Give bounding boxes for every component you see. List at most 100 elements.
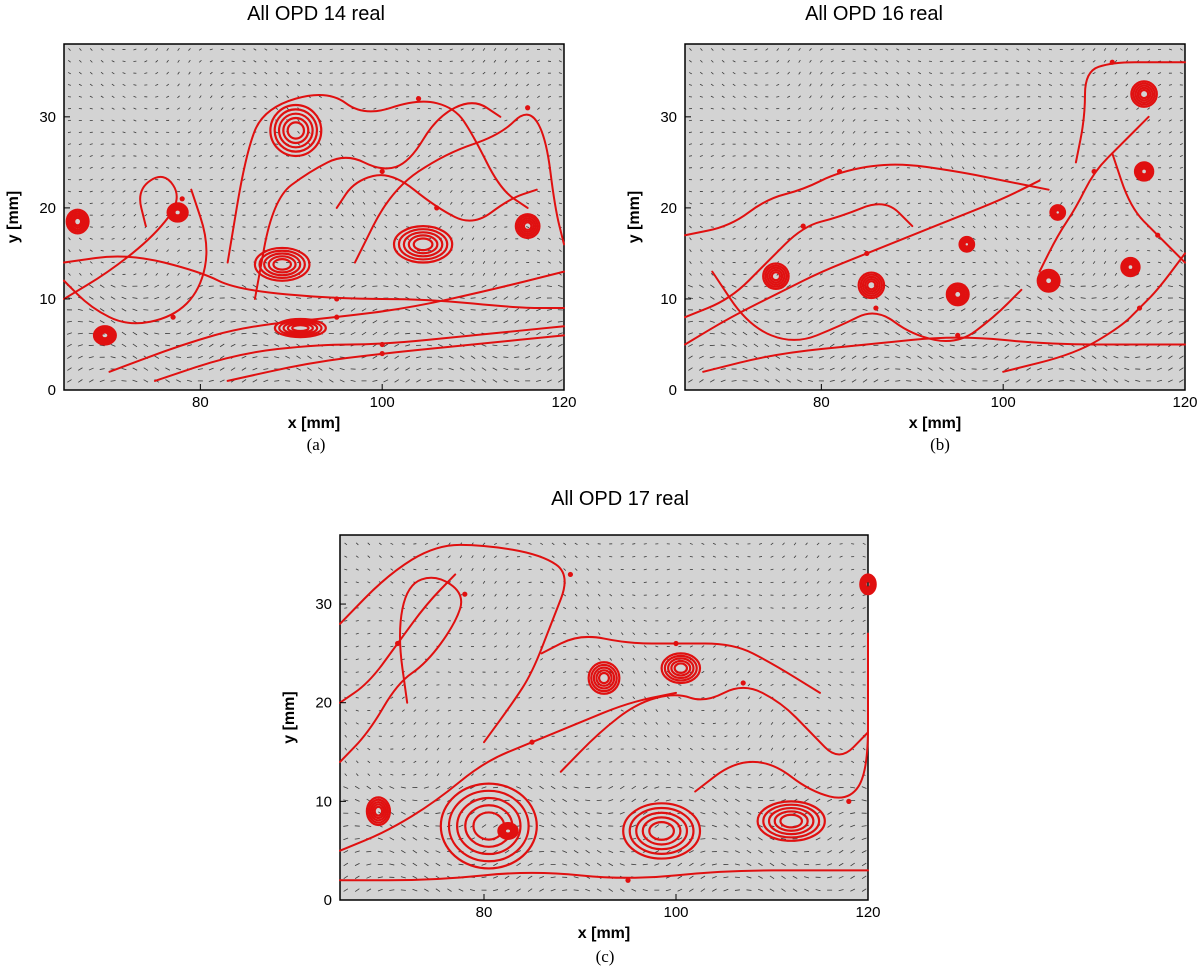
panel-b-streamline-0 xyxy=(684,163,1050,237)
panel-a-vector-384 xyxy=(241,284,247,288)
panel-a-vector-1112 xyxy=(155,96,159,98)
panel-b-vector-26 xyxy=(971,379,977,382)
panel-b-vector-1042 xyxy=(1016,119,1020,122)
panel-c-vector-780 xyxy=(851,684,855,686)
panel-b-vector-7 xyxy=(764,379,770,383)
panel-b-vector-806 xyxy=(951,178,954,182)
panel-c-y-tick-label-10: 10 xyxy=(315,793,332,810)
panel-b-vector-17 xyxy=(873,379,879,383)
panel-c-vector-986 xyxy=(574,619,578,623)
panel-b-vector-608 xyxy=(797,226,802,228)
panel-c-vector-853 xyxy=(632,657,635,661)
panel-a-vector-245 xyxy=(230,320,236,323)
panel-c-vortex-0-ring-3 xyxy=(371,803,386,820)
panel-c-vector-719 xyxy=(678,696,682,699)
panel-b-vector-1103 xyxy=(1179,107,1183,110)
panel-a-vector-410 xyxy=(525,285,531,288)
panel-c-vector-52 xyxy=(412,875,418,879)
panel-a-vector-649 xyxy=(122,213,126,217)
panel-b-vector-1134 xyxy=(1016,96,1020,98)
panel-b-vector-299 xyxy=(938,309,944,311)
panel-a-vector-6 xyxy=(132,379,138,383)
panel-b-vector-475 xyxy=(852,261,856,264)
panel-a-vector-85 xyxy=(492,367,498,371)
panel-b-vector-1326 xyxy=(1103,48,1107,51)
panel-b-vector-1035 xyxy=(940,119,943,122)
panel-b-vector-202 xyxy=(884,332,890,335)
panel-c-vector-606 xyxy=(436,722,440,725)
panel-b-vector-1125 xyxy=(918,95,921,99)
panel-c-vector-91 xyxy=(861,875,867,880)
panel-b-vector-252 xyxy=(927,320,933,323)
panel-b-vector-796 xyxy=(841,178,845,181)
panel-b-vector-1320 xyxy=(1038,48,1042,51)
panel-c-vector-1190 xyxy=(805,568,808,571)
panel-b-vector-561 xyxy=(787,237,791,241)
panel-b-vector-1305 xyxy=(874,48,878,51)
panel-a-vector-135 xyxy=(536,355,541,359)
panel-b-vortex-3-ring-1 xyxy=(1038,270,1059,291)
panel-c-vector-410 xyxy=(827,786,833,789)
panel-b-vector-662 xyxy=(885,214,889,217)
panel-c-vector-821 xyxy=(793,671,797,673)
panel-c-vector-226 xyxy=(827,837,832,841)
panel-a-vector-463 xyxy=(100,261,104,264)
panel-a-vector-550 xyxy=(548,249,551,252)
panel-b-vector-603 xyxy=(743,225,747,229)
panel-c-vortex-0-ring-0 xyxy=(365,796,392,827)
panel-b-vector-303 xyxy=(982,308,988,312)
panel-b-vector-342 xyxy=(906,296,912,300)
panel-c-vector-275 xyxy=(861,825,867,827)
panel-a-vector-131 xyxy=(492,356,498,359)
panel-a-vector-1107 xyxy=(100,95,104,98)
panel-a-vector-947 xyxy=(362,143,366,145)
panel-b-vector-937 xyxy=(874,143,878,146)
panel-b-vector-701 xyxy=(808,202,813,204)
panel-c-vector-1239 xyxy=(839,555,843,558)
panel-b-vector-320 xyxy=(1167,308,1173,311)
panel-a-vector-674 xyxy=(395,214,399,217)
panel-a-vector-829 xyxy=(78,167,82,169)
panel-b-vector-1193 xyxy=(1158,83,1162,87)
panel-b-vector-29 xyxy=(1004,379,1010,383)
panel-c-vector-906 xyxy=(712,645,716,648)
panel-b-vector-950 xyxy=(1016,143,1020,146)
panel-b-vortex-0-ring-3 xyxy=(768,268,784,284)
panel-a-vector-1145 xyxy=(515,95,519,99)
panel-b-vortex-1-ring-1 xyxy=(859,273,884,297)
panel-b-vector-301 xyxy=(960,308,966,312)
panel-a-vector-470 xyxy=(177,261,180,264)
panel-c-vortex-3-ring-1 xyxy=(628,806,695,855)
panel-c-vector-945 xyxy=(632,632,636,635)
panel-a-vector-1042 xyxy=(395,119,399,122)
panel-b-vector-648 xyxy=(732,214,736,217)
panel-a-vector-424 xyxy=(177,272,180,276)
panel-c-vector-1 xyxy=(354,888,360,892)
panel-b-vector-1155 xyxy=(743,83,747,87)
panel-a-vector-1123 xyxy=(275,95,279,99)
panel-b-vector-656 xyxy=(819,214,823,216)
panel-b-vector-296 xyxy=(906,308,912,312)
panel-c-vector-102 xyxy=(458,863,464,866)
panel-a-vector-945 xyxy=(340,142,344,146)
panel-b-vector-592 xyxy=(1125,237,1129,240)
panel-a-vector-682 xyxy=(482,214,486,217)
panel-b-vector-352 xyxy=(1015,297,1021,299)
panel-b-vector-786 xyxy=(732,178,736,181)
panel-c-vector-974 xyxy=(436,620,440,622)
panel-c-vector-1216 xyxy=(574,555,578,558)
panel-c-vector-953 xyxy=(724,632,728,635)
panel-b-vector-743 xyxy=(765,190,769,193)
panel-c-vector-352 xyxy=(688,799,694,802)
panel-c-vector-1228 xyxy=(712,555,716,558)
panel-b-vector-872 xyxy=(1168,167,1173,169)
panel-b-vortex-7-ring-3 xyxy=(1053,207,1063,218)
panel-a-vector-921 xyxy=(78,143,82,145)
panel-c-vector-739 xyxy=(378,683,382,686)
panel-a-vector-888 xyxy=(220,154,224,158)
panel-a-vector-151 xyxy=(208,343,214,348)
panel-c-vector-1106 xyxy=(367,581,371,584)
panel-b-vector-1119 xyxy=(852,95,856,98)
panel-b-vector-1332 xyxy=(1168,48,1173,51)
panel-a-vector-707 xyxy=(253,202,257,205)
